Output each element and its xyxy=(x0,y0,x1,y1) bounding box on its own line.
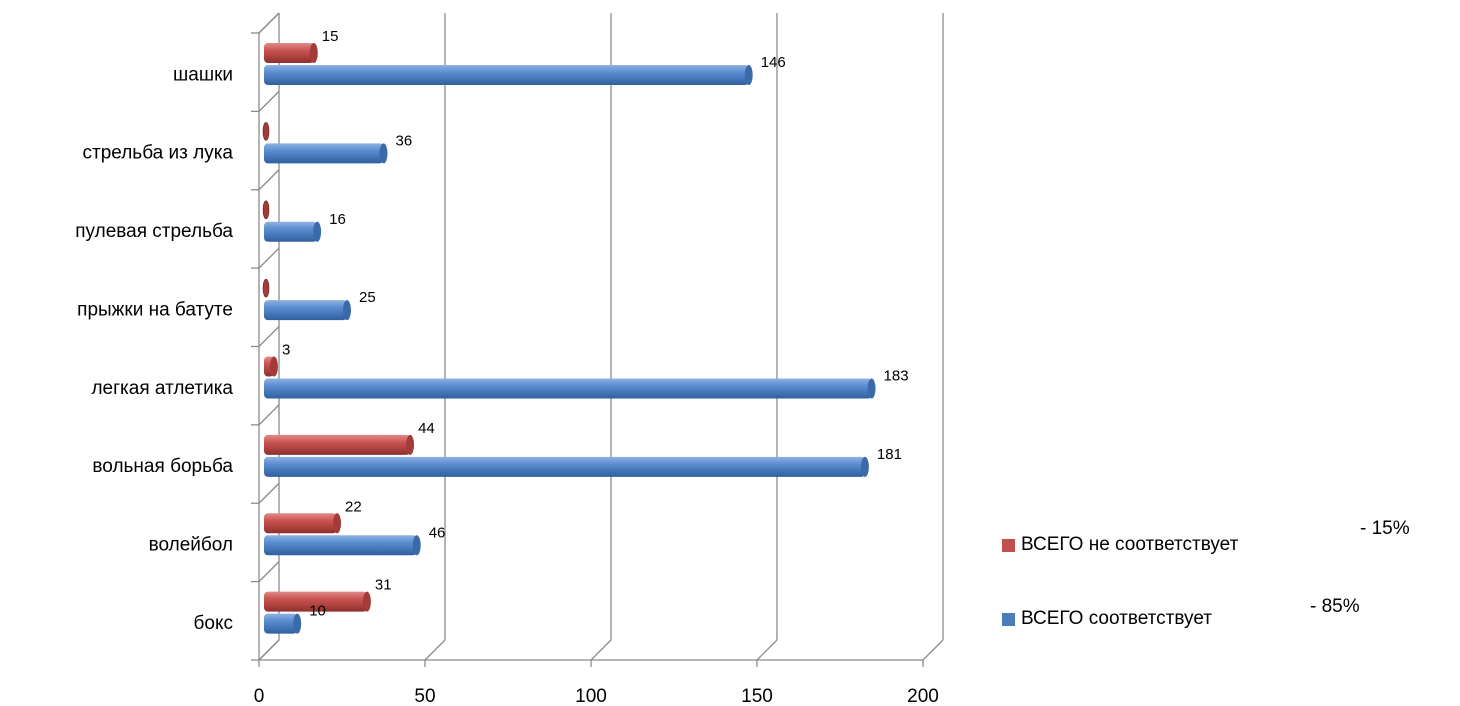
category-label-5: пулевая стрельба xyxy=(75,221,233,242)
bar-blue-2 xyxy=(264,456,865,477)
floor-line-200 xyxy=(922,639,944,661)
category-label-1: волейбол xyxy=(149,535,233,556)
bar-blue-3-cap xyxy=(867,378,876,399)
category-label-7: шашки xyxy=(173,64,233,85)
bar-blue-4 xyxy=(264,300,347,321)
data-label-red-2: 44 xyxy=(418,420,435,437)
x-tick-label-100: 100 xyxy=(575,686,607,706)
bar-red-4 xyxy=(262,278,270,298)
x-tick-label-50: 50 xyxy=(414,686,435,706)
data-label-red-7: 15 xyxy=(322,28,339,45)
legend-label-blue: ВСЕГО соответствует xyxy=(1021,608,1212,629)
floor-line-150 xyxy=(756,639,778,661)
wall-row-line-5 xyxy=(258,404,280,426)
data-label-blue-4: 25 xyxy=(359,289,376,306)
bars-layer xyxy=(262,43,876,634)
bar-blue-7-cap xyxy=(744,65,753,85)
bar-red-2-cap xyxy=(406,434,415,455)
category-label-0: бокс xyxy=(194,613,233,634)
wall-row-line-8 xyxy=(258,639,280,661)
bar-blue-6-cap xyxy=(379,143,388,164)
labels-layer: 0 50 100 150 200 бокс 31 10 волейбол 22 46 вольная … xyxy=(75,28,939,706)
bar-blue-4-cap xyxy=(343,300,351,321)
wall-row-line-3 xyxy=(258,247,280,269)
wall-row-line-4 xyxy=(258,326,280,347)
legend-swatch-blue xyxy=(1002,612,1015,626)
category-label-2: вольная борьба xyxy=(92,456,233,477)
category-label-6: стрельба из лука xyxy=(83,143,234,164)
legend-pct-blue: - 85% xyxy=(1310,596,1360,617)
wall-row-line-0 xyxy=(258,12,280,34)
bar-blue-1 xyxy=(264,535,417,556)
data-label-red-3: 3 xyxy=(282,342,290,359)
data-label-red-1: 22 xyxy=(345,498,362,515)
legend: ВСЕГО не соответствует - 15% ВСЕГО соотв… xyxy=(1002,518,1442,638)
bar-blue-7 xyxy=(264,65,749,85)
bar-blue-1-cap xyxy=(412,535,421,556)
bar-red-1-cap xyxy=(333,513,342,534)
data-label-blue-6: 36 xyxy=(396,132,413,149)
data-label-blue-1: 46 xyxy=(429,524,446,541)
legend-item-red: ВСЕГО не соответствует xyxy=(1002,534,1238,556)
bar-red-3-cap xyxy=(269,356,278,377)
wall-row-line-1 xyxy=(258,90,280,112)
bar-blue-0-cap xyxy=(293,613,302,634)
data-label-blue-5: 16 xyxy=(329,211,346,228)
data-label-blue-0: 10 xyxy=(309,603,326,620)
floor-line-50 xyxy=(424,639,446,661)
bar-red-7-cap xyxy=(309,43,318,63)
bar-blue-6 xyxy=(264,143,384,164)
data-label-blue-3: 183 xyxy=(884,368,909,385)
category-label-4: прыжки на батуте xyxy=(77,299,233,320)
data-label-blue-7: 146 xyxy=(761,54,786,71)
bar-red-2 xyxy=(264,434,411,455)
wall-row-line-7 xyxy=(258,561,280,583)
bar-red-5 xyxy=(262,200,270,220)
bar-blue-5-cap xyxy=(313,221,322,242)
legend-pct-red: - 15% xyxy=(1360,518,1410,539)
bar-red-0-cap xyxy=(362,591,371,612)
legend-item-blue: ВСЕГО соответствует xyxy=(1002,608,1212,630)
legend-swatch-red xyxy=(1002,538,1015,552)
bar-blue-2-cap xyxy=(860,456,869,477)
bar-red-6 xyxy=(262,122,270,141)
x-tick-label-0: 0 xyxy=(254,686,265,706)
wall-row-line-6 xyxy=(258,482,280,504)
x-tick-label-200: 200 xyxy=(907,686,939,706)
bar-red-7 xyxy=(264,43,314,63)
category-label-3: легкая атлетика xyxy=(91,378,233,399)
bar-blue-5 xyxy=(264,221,318,242)
wall-row-line-2 xyxy=(258,169,280,191)
bar-red-1 xyxy=(264,513,338,534)
x-tick-label-150: 150 xyxy=(741,686,773,706)
floor-line-100 xyxy=(590,639,612,661)
bar-blue-3 xyxy=(264,378,872,399)
data-label-red-0: 31 xyxy=(375,577,392,594)
legend-label-red: ВСЕГО не соответствует xyxy=(1021,534,1239,555)
plot-frame xyxy=(251,12,944,667)
bar-blue-0 xyxy=(264,613,298,634)
data-label-blue-2: 181 xyxy=(877,446,902,463)
bar-red-0 xyxy=(264,591,367,612)
